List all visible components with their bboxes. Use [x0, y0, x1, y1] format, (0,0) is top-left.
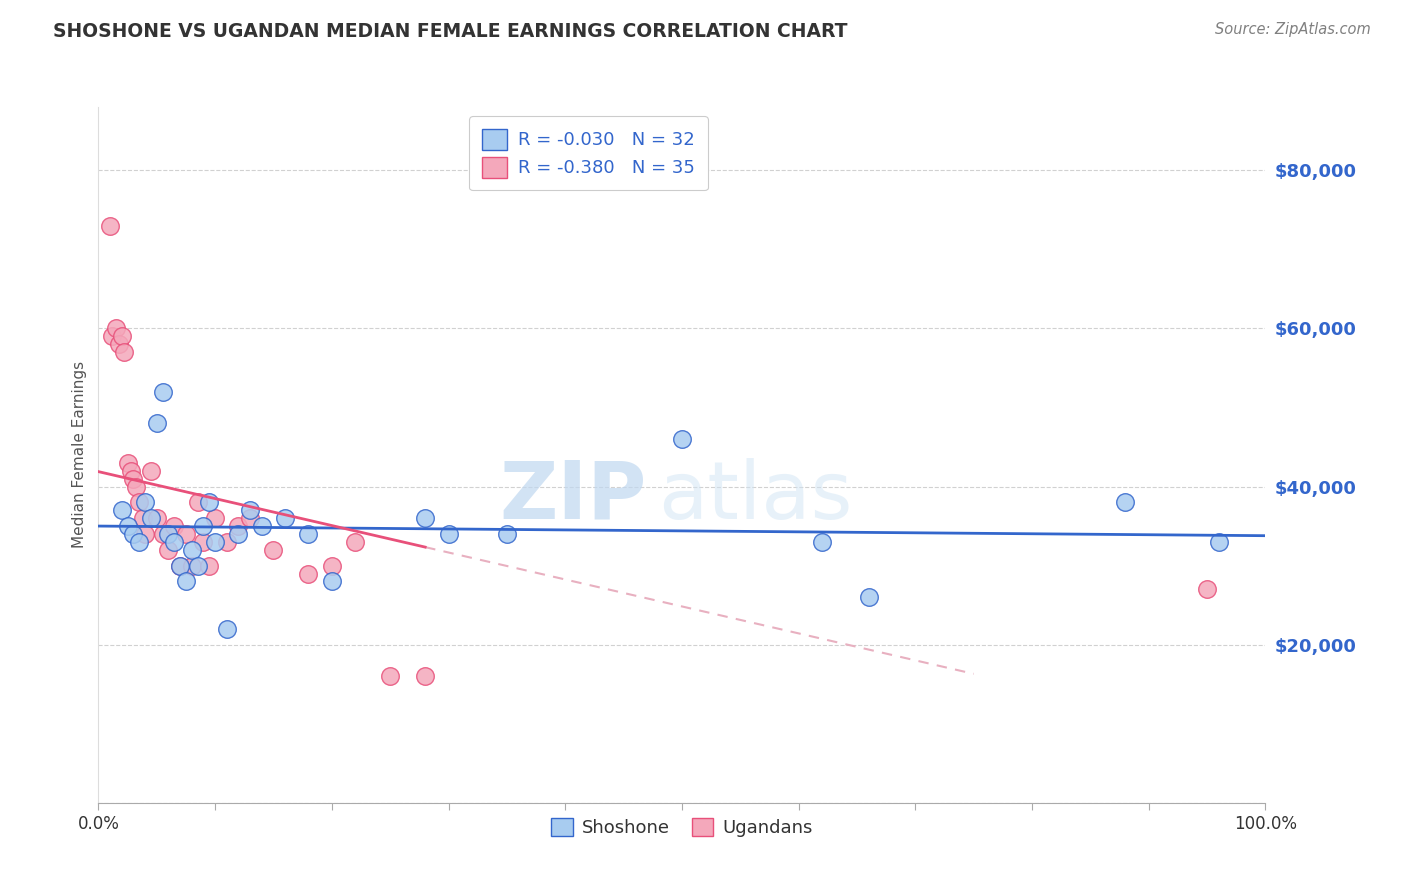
Point [139, 511, 162, 525]
Text: Source: ZipAtlas.com: Source: ZipAtlas.com [1215, 22, 1371, 37]
Point [1114, 495, 1136, 509]
Point [239, 503, 262, 517]
Point [858, 591, 880, 605]
Point [180, 558, 202, 573]
Point [215, 534, 238, 549]
Point [108, 337, 131, 351]
Text: ZIP: ZIP [499, 458, 647, 536]
Point [101, 329, 124, 343]
Point [169, 558, 191, 573]
Point [98, 219, 121, 233]
Point [344, 534, 367, 549]
Point [104, 321, 127, 335]
Point [228, 527, 250, 541]
Point [163, 519, 186, 533]
Point [117, 456, 139, 470]
Point [228, 519, 250, 533]
Point [187, 558, 209, 573]
Point [152, 527, 174, 541]
Point [811, 534, 834, 549]
Point [111, 329, 134, 343]
Point [413, 511, 436, 525]
Point [321, 558, 343, 573]
Point [120, 464, 142, 478]
Point [413, 669, 436, 683]
Point [496, 527, 519, 541]
Point [152, 384, 174, 399]
Point [380, 669, 402, 683]
Point [180, 542, 202, 557]
Point [134, 495, 156, 509]
Point [134, 527, 156, 541]
Text: SHOSHONE VS UGANDAN MEDIAN FEMALE EARNINGS CORRELATION CHART: SHOSHONE VS UGANDAN MEDIAN FEMALE EARNIN… [53, 22, 848, 41]
Point [239, 511, 262, 525]
Point [157, 542, 180, 557]
Point [297, 566, 319, 581]
Point [122, 527, 145, 541]
Point [174, 527, 197, 541]
Point [146, 511, 169, 525]
Point [198, 558, 221, 573]
Point [193, 519, 215, 533]
Point [128, 495, 150, 509]
Point [198, 495, 221, 509]
Point [169, 558, 191, 573]
Point [125, 479, 148, 493]
Point [157, 527, 180, 541]
Point [193, 534, 215, 549]
Text: atlas: atlas [658, 458, 853, 536]
Point [117, 519, 139, 533]
Point [146, 417, 169, 431]
Point [111, 503, 134, 517]
Point [321, 574, 343, 589]
Point [1195, 582, 1218, 597]
Point [139, 464, 162, 478]
Point [274, 511, 297, 525]
Point [122, 472, 145, 486]
Point [187, 495, 209, 509]
Point [128, 534, 150, 549]
Point [297, 527, 319, 541]
Point [174, 574, 197, 589]
Point [132, 511, 155, 525]
Point [112, 345, 135, 359]
Point [437, 527, 460, 541]
Point [1208, 534, 1230, 549]
Point [262, 542, 284, 557]
Y-axis label: Median Female Earnings: Median Female Earnings [72, 361, 87, 549]
Point [204, 534, 226, 549]
Point [163, 534, 186, 549]
Legend: Shoshone, Ugandans: Shoshone, Ugandans [543, 808, 821, 846]
Point [250, 519, 273, 533]
Point [204, 511, 226, 525]
Point [671, 432, 693, 446]
Point [215, 622, 238, 636]
